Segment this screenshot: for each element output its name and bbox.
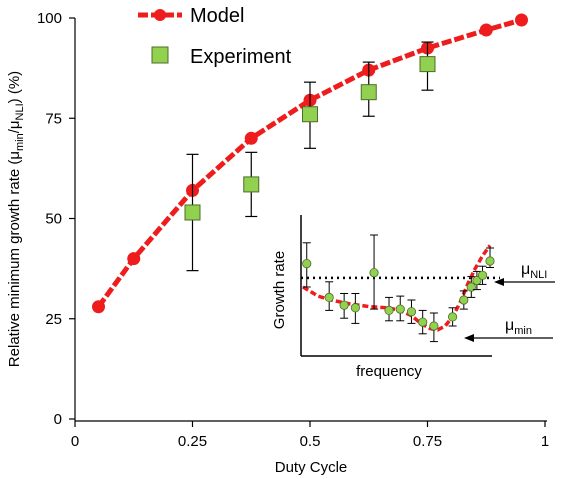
inset-point bbox=[472, 275, 482, 286]
inset-point bbox=[418, 317, 428, 327]
experiment-point bbox=[360, 84, 377, 101]
inset-point bbox=[429, 321, 439, 331]
y-tick-label: 25 bbox=[45, 311, 62, 328]
experiment-point bbox=[184, 204, 201, 221]
x-axis-label: Duty Cycle bbox=[275, 459, 348, 476]
model-point bbox=[244, 131, 258, 145]
model-point bbox=[92, 300, 105, 314]
inset-x-label: frequency bbox=[356, 363, 422, 380]
model-point bbox=[127, 252, 141, 266]
experiment-point bbox=[419, 56, 436, 73]
y-tick-label: 75 bbox=[45, 110, 62, 127]
inset-point bbox=[350, 303, 360, 313]
model-series bbox=[92, 13, 528, 314]
main-ticks: 0 25 50 75 100 0 0.25 0.5 0.75 1 bbox=[37, 10, 549, 450]
y-tick-label: 50 bbox=[45, 211, 62, 228]
inset-point bbox=[302, 258, 312, 269]
inset-point bbox=[459, 295, 469, 305]
inset-curve bbox=[302, 244, 492, 332]
legend-experiment-marker bbox=[151, 46, 169, 64]
y-tick-label: 0 bbox=[54, 411, 62, 428]
legend-model-marker bbox=[154, 9, 166, 21]
x-tick-label: 0.25 bbox=[178, 433, 207, 450]
inset-y-label: Growth rate bbox=[271, 251, 288, 329]
inset-model-curve bbox=[302, 244, 492, 332]
model-point bbox=[515, 13, 528, 27]
inset-point bbox=[395, 304, 405, 314]
x-tick-label: 0 bbox=[71, 433, 79, 450]
x-tick-label: 1 bbox=[541, 433, 549, 450]
inset-point bbox=[369, 268, 379, 278]
legend-model-label: Model bbox=[190, 5, 244, 27]
experiment-point bbox=[302, 106, 318, 123]
mu-nli-label: μNLI bbox=[521, 261, 547, 281]
model-point bbox=[479, 23, 493, 37]
legend-item-experiment: Experiment bbox=[151, 46, 292, 68]
experiment-point bbox=[243, 176, 260, 193]
mu-min-arrowhead bbox=[464, 334, 474, 342]
inset-point bbox=[339, 300, 349, 310]
inset-point bbox=[466, 282, 476, 292]
main-axes bbox=[74, 18, 547, 422]
x-tick-label: 0.75 bbox=[413, 433, 442, 450]
mu-min-label: μmin bbox=[505, 317, 532, 337]
y-tick-label: 100 bbox=[37, 10, 62, 27]
legend-experiment-label: Experiment bbox=[190, 46, 292, 68]
inset-point bbox=[324, 292, 334, 302]
legend: Model Experiment bbox=[138, 5, 292, 68]
experiment-series bbox=[184, 41, 436, 272]
legend-item-model: Model bbox=[138, 5, 244, 27]
x-tick-label: 0.5 bbox=[300, 433, 321, 450]
inset-chart: Growth rate frequency μNLI μmin bbox=[271, 215, 555, 380]
inset-point bbox=[447, 312, 458, 322]
y-axis-label: Relative minimum growth rate (μmin/μNLI)… bbox=[6, 71, 26, 367]
mu-nli-arrowhead bbox=[494, 278, 504, 286]
inset-point bbox=[406, 307, 417, 317]
inset-point bbox=[485, 256, 495, 266]
inset-point bbox=[384, 305, 394, 315]
inset-points bbox=[302, 234, 495, 343]
inset-point bbox=[477, 270, 488, 280]
